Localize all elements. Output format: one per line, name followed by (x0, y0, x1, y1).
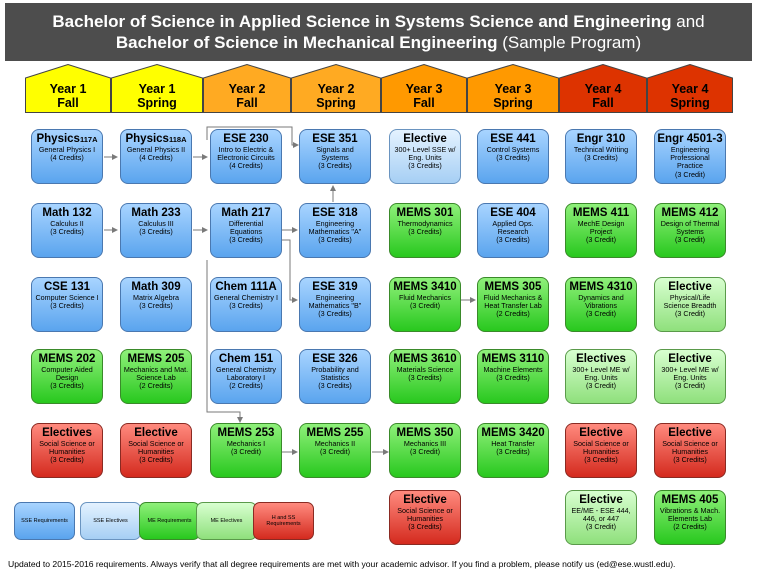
course-chem-151[interactable]: Chem 151 General Chemistry Laboratory I (2… (210, 349, 282, 404)
course-cse-131[interactable]: CSE 131 Computer Science I (3 Credits) (31, 277, 103, 332)
course-elective-social-science[interactable]: Elective Social Science or Humanities (3 C… (120, 423, 192, 478)
legend-me-electives: ME Electives (196, 502, 257, 540)
course-mems-301[interactable]: MEMS 301 Thermodynamics (3 Credits) (389, 203, 461, 258)
course-elective-social-science[interactable]: Elective Social Science or Humanities (3 C… (389, 490, 461, 545)
header-arrow-shape (203, 64, 291, 113)
arrow-math217-to-ese319 (282, 239, 298, 303)
course-elective-social-science[interactable]: Elective Social Science or Humanities (3 C… (565, 423, 637, 478)
header-arrow-path (559, 64, 647, 113)
header-year3-fall: Year 3 Fall (381, 64, 467, 113)
course-elective-sse[interactable]: Elective 300+ Level SSE w/ Eng. Units (3 C… (389, 129, 461, 184)
course-mems-255[interactable]: MEMS 255 Mechanics II (3 Credit) (299, 423, 371, 478)
legend-sse-requirements: SSE Requirements (14, 502, 75, 540)
course-mems-3110[interactable]: MEMS 3110 Machine Elements (3 Credits) (477, 349, 549, 404)
legend-sse-electives: SSE Electives (80, 502, 141, 540)
course-math-233[interactable]: Math 233 Calculus III (3 Credits) (120, 203, 192, 258)
course-ese-441[interactable]: ESE 441 Control Systems (3 Credits) (477, 129, 549, 184)
course-chem-111a[interactable]: Chem 111A General Chemistry I (3 Credits) (210, 277, 282, 332)
title-line-2: Bachelor of Science in Mechanical Engine… (115, 33, 642, 52)
header-arrow-path (647, 64, 733, 113)
course-mems-3410[interactable]: MEMS 3410 Fluid Mechanics (3 Credit) (389, 277, 461, 332)
course-mems-305[interactable]: MEMS 305 Fluid Mechanics & Heat Transfer … (477, 277, 549, 332)
course-elective-me[interactable]: Elective 300+ Level ME w/ Eng. Units (3 Cr… (654, 349, 726, 404)
header-arrow-path (25, 64, 111, 113)
header-arrow-path (111, 64, 203, 113)
course-mems-202[interactable]: MEMS 202 Computer Aided Design (3 Credits) (31, 349, 103, 404)
header-year1-fall: Year 1 Fall (25, 64, 111, 113)
course-elective-ee-me[interactable]: Elective EE/ME - ESE 444, 446, or 447 (3 C… (565, 490, 637, 545)
course-electives-me[interactable]: Electives 300+ Level ME w/ Eng. Units (3 C… (565, 349, 637, 404)
course-ese-319[interactable]: ESE 319 Engineering Mathematics "B" (3 Cre… (299, 277, 371, 332)
course-mems-3610[interactable]: MEMS 3610 Materials Science (3 Credits) (389, 349, 461, 404)
course-math-217[interactable]: Math 217 Differential Equations (3 Credits… (210, 203, 282, 258)
course-physics-117a[interactable]: Physics117A General Physics I (4 Credits) (31, 129, 103, 184)
header-year1-spring: Year 1 Spring (111, 64, 203, 113)
header-arrow-path (291, 64, 381, 113)
title-banner: Bachelor of Science in Applied Science i… (5, 3, 752, 61)
course-ese-318[interactable]: ESE 318 Engineering Mathematics "A" (3 Cre… (299, 203, 371, 258)
course-mems-3420[interactable]: MEMS 3420 Heat Transfer (3 Credits) (477, 423, 549, 478)
header-arrow-path (467, 64, 559, 113)
header-year2-spring: Year 2 Spring (291, 64, 381, 113)
course-mems-205[interactable]: MEMS 205 Mechanics and Mat. Science Lab (2… (120, 349, 192, 404)
course-engr-4501[interactable]: Engr 4501-3 Engineering Professional Prac… (654, 129, 726, 184)
title-line-1: Bachelor of Science in Applied Science i… (52, 12, 705, 31)
header-arrow-shape (467, 64, 559, 113)
header-year4-fall: Year 4 Fall (559, 64, 647, 113)
course-math-132[interactable]: Math 132 Calculus II (3 Credits) (31, 203, 103, 258)
header-arrow-shape (647, 64, 733, 113)
course-ese-351[interactable]: ESE 351 Signals and Systems (3 Credits) (299, 129, 371, 184)
arrow-ese230-to-ese351 (206, 126, 299, 148)
header-arrow-shape (111, 64, 203, 113)
course-ese-326[interactable]: ESE 326 Probability and Statistics (3 Cred… (299, 349, 371, 404)
course-mems-405[interactable]: MEMS 405 Vibrations & Mach. Elements Lab(… (654, 490, 726, 545)
header-arrow-shape (559, 64, 647, 113)
header-arrow-path (381, 64, 467, 113)
course-math-309[interactable]: Math 309 Matrix Algebra (3 Credits) (120, 277, 192, 332)
footnote: Updated to 2015-2016 requirements. Alway… (8, 559, 676, 569)
course-ese-230[interactable]: ESE 230 Intro to Electric & Electronic Ci… (210, 129, 282, 184)
header-arrow-shape (25, 64, 111, 113)
header-year3-spring: Year 3 Spring (467, 64, 559, 113)
course-mems-350[interactable]: MEMS 350 Mechanics III (3 Credit) (389, 423, 461, 478)
course-mems-253[interactable]: MEMS 253 Mechanics I (3 Credit) (210, 423, 282, 478)
course-mems-4310[interactable]: MEMS 4310 Dynamics and Vibrations (3 Credi… (565, 277, 637, 332)
course-physics-118a[interactable]: Physics118A General Physics II (4 Credits) (120, 129, 192, 184)
header-arrow-path (203, 64, 291, 113)
header-arrow-shape (291, 64, 381, 113)
header-year2-fall: Year 2 Fall (203, 64, 291, 113)
legend-me-requirements: ME Requirements (139, 502, 200, 540)
course-elective-social-science[interactable]: Elective Social Science or Humanities (3 C… (654, 423, 726, 478)
course-elective-science-breadth[interactable]: Elective Physical/Life Science Breadth (3 … (654, 277, 726, 332)
course-electives-social-science[interactable]: Electives Social Science or Humanities (3 … (31, 423, 103, 478)
header-arrow-shape (381, 64, 467, 113)
course-mems-411[interactable]: MEMS 411 MechE Design Project (3 Credit) (565, 203, 637, 258)
arrow-math217-to-mems253 (206, 260, 243, 423)
course-engr-310[interactable]: Engr 310 Technical Writing (3 Credits) (565, 129, 637, 184)
course-ese-404[interactable]: ESE 404 Applied Ops. Research (3 Credits) (477, 203, 549, 258)
legend-h-and-ss-requirements: H and SS Requirements (253, 502, 314, 540)
course-mems-412[interactable]: MEMS 412 Design of Thermal Systems (3 Cred… (654, 203, 726, 258)
header-year4-spring: Year 4 Spring (647, 64, 733, 113)
